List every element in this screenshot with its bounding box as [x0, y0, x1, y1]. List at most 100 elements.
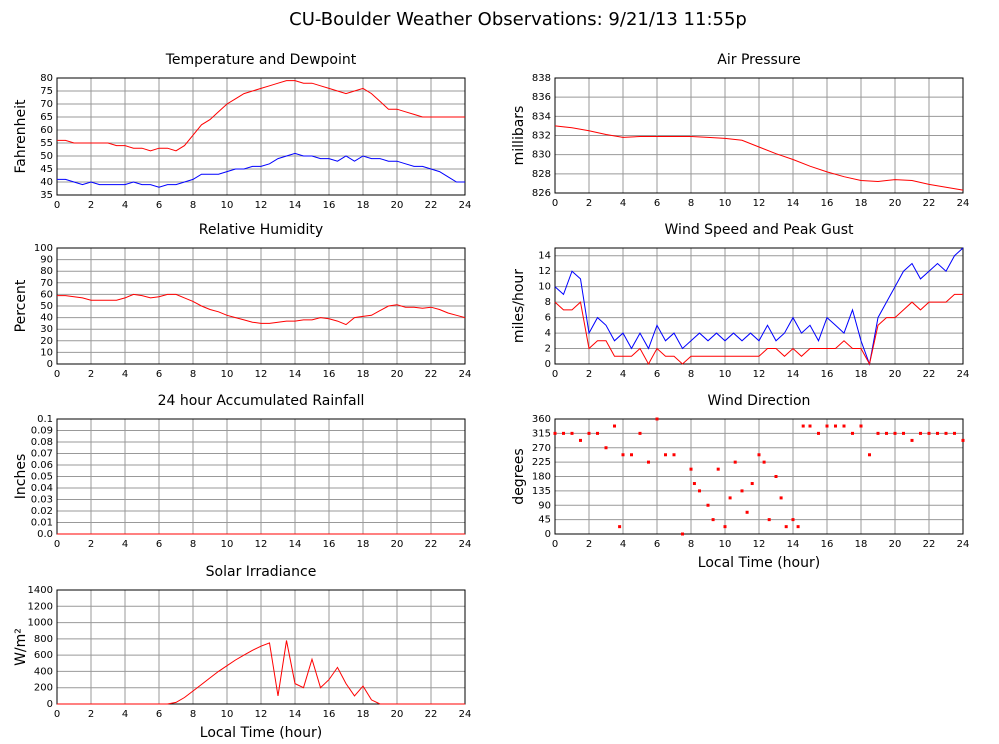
- data-point: [808, 424, 812, 428]
- x-tick-label: 18: [357, 539, 370, 550]
- x-tick-label: 10: [221, 539, 234, 550]
- data-point: [767, 518, 771, 522]
- x-tick-label: 18: [855, 539, 868, 550]
- data-point: [919, 431, 922, 435]
- x-tick-label: 0: [552, 369, 558, 380]
- x-tick-label: 2: [586, 539, 592, 550]
- x-tick-label: 14: [787, 539, 800, 550]
- panel-title: Air Pressure: [717, 52, 800, 68]
- y-tick-label: 75: [40, 86, 53, 97]
- data-point: [587, 431, 591, 435]
- y-tick-label: 135: [532, 486, 551, 497]
- x-tick-label: 10: [719, 198, 732, 209]
- data-point: [817, 431, 820, 435]
- x-tick-label: 4: [122, 539, 128, 550]
- y-tick-label: 834: [532, 111, 551, 122]
- data-point: [681, 532, 684, 536]
- x-tick-label: 22: [923, 539, 936, 550]
- data-point: [689, 467, 693, 471]
- panel-title: 24 hour Accumulated Rainfall: [158, 393, 365, 409]
- x-tick-label: 10: [221, 200, 234, 211]
- y-tick-label: 360: [532, 414, 551, 425]
- data-line: [57, 293, 466, 326]
- y-tick-label: 10: [538, 282, 551, 293]
- data-point: [774, 475, 778, 478]
- data-point: [570, 431, 574, 435]
- x-tick-label: 12: [255, 369, 268, 380]
- x-tick-label: 12: [753, 539, 766, 550]
- x-tick-label: 2: [88, 369, 94, 380]
- y-tick-label: 0.1: [37, 414, 53, 425]
- y-tick-label: 225: [532, 457, 551, 468]
- x-tick-label: 18: [855, 369, 868, 380]
- data-point: [779, 496, 783, 500]
- y-tick-label: 1400: [28, 585, 53, 596]
- x-tick-label: 18: [357, 200, 370, 211]
- data-line: [554, 247, 964, 366]
- data-point: [961, 438, 965, 442]
- y-tick-label: 830: [532, 150, 551, 161]
- x-tick-label: 4: [620, 369, 626, 380]
- x-tick-label: 10: [221, 369, 234, 380]
- y-tick-label: 55: [40, 138, 53, 149]
- data-point: [553, 431, 557, 435]
- page-title: CU-Boulder Weather Observations: 9/21/13…: [289, 9, 747, 30]
- data-point: [750, 482, 754, 486]
- y-tick-label: 832: [532, 131, 551, 142]
- x-tick-label: 20: [391, 369, 404, 380]
- plot-frame: [554, 418, 964, 535]
- y-tick-label: 600: [34, 650, 53, 661]
- x-tick-label: 20: [391, 539, 404, 550]
- x-axis-label: Local Time (hour): [698, 555, 820, 571]
- y-tick-label: 180: [532, 472, 551, 483]
- y-tick-label: 0.03: [31, 495, 53, 506]
- x-tick-label: 6: [156, 369, 162, 380]
- data-line: [57, 80, 465, 152]
- y-tick-label: 826: [532, 188, 551, 199]
- data-point: [655, 417, 659, 421]
- x-tick-label: 22: [425, 709, 438, 720]
- y-tick-label: 400: [34, 666, 53, 677]
- data-point: [723, 525, 727, 529]
- x-tick-label: 8: [190, 709, 196, 720]
- x-tick-label: 22: [425, 539, 438, 550]
- data-line: [57, 152, 465, 188]
- data-point: [762, 460, 766, 464]
- y-tick-label: 0.08: [31, 437, 53, 448]
- x-tick-label: 20: [889, 369, 902, 380]
- x-tick-label: 14: [787, 369, 800, 380]
- x-tick-label: 0: [552, 198, 558, 209]
- y-axis-label: Inches: [13, 454, 29, 499]
- x-tick-label: 6: [654, 539, 660, 550]
- y-tick-label: 836: [532, 92, 551, 103]
- y-tick-label: 70: [40, 278, 53, 289]
- x-tick-label: 20: [889, 198, 902, 209]
- y-tick-label: 315: [532, 428, 551, 439]
- data-point: [596, 431, 599, 435]
- x-tick-label: 14: [289, 369, 302, 380]
- x-tick-label: 0: [54, 369, 60, 380]
- data-point: [692, 482, 696, 486]
- data-point: [784, 525, 788, 529]
- y-tick-label: 10: [40, 347, 53, 358]
- y-tick-label: 0: [47, 359, 53, 370]
- data-point: [647, 460, 650, 464]
- y-tick-label: 100: [34, 243, 53, 254]
- y-tick-label: 90: [538, 500, 551, 511]
- x-tick-label: 4: [122, 709, 128, 720]
- x-tick-label: 16: [323, 200, 336, 211]
- panel-title: Relative Humidity: [199, 222, 323, 238]
- y-axis-label: miles/hour: [511, 269, 527, 343]
- x-tick-label: 6: [156, 539, 162, 550]
- data-line: [57, 640, 465, 705]
- x-tick-label: 6: [654, 198, 660, 209]
- x-tick-label: 4: [122, 369, 128, 380]
- x-tick-label: 10: [221, 709, 234, 720]
- x-tick-label: 22: [425, 200, 438, 211]
- data-point: [944, 431, 948, 435]
- x-tick-label: 22: [923, 369, 936, 380]
- x-tick-label: 14: [787, 198, 800, 209]
- y-tick-label: 35: [40, 190, 53, 201]
- y-tick-label: 0.06: [31, 460, 53, 471]
